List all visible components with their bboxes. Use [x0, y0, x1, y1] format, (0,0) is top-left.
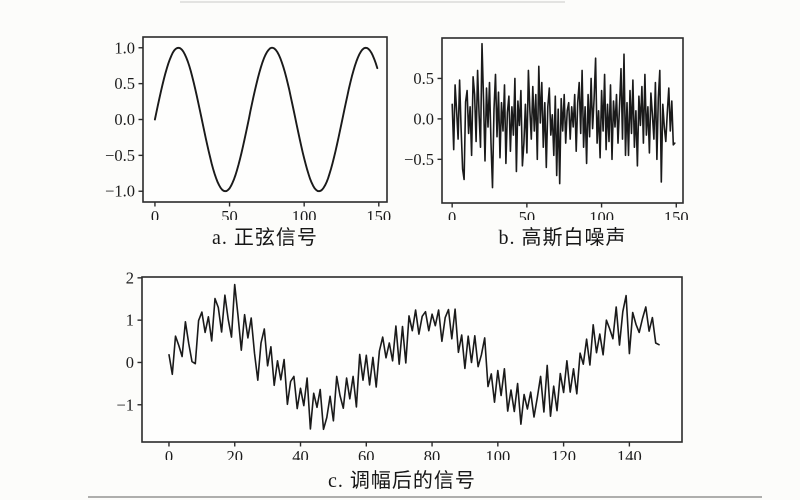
scan-artifact-bottom-line: [88, 496, 762, 498]
y-tick-label: 0.5: [114, 74, 135, 93]
chart-c-modulated-signal-plot: 0 20 40 60 80 100 120 140 2 1 0 −1: [116, 268, 683, 460]
signal-line: [168, 283, 660, 431]
x-tick-label: 0: [151, 207, 159, 220]
chart-c-caption: c. 调幅后的信号: [328, 470, 476, 492]
signal-line: [451, 42, 676, 189]
x-tick-label: 40: [292, 447, 309, 460]
x-tick-label: 150: [366, 207, 391, 220]
x-tick-label: 100: [589, 208, 614, 220]
y-tick-label: 0.0: [413, 109, 434, 128]
y-tick-label: 2: [126, 268, 134, 287]
y-tick-label: −1.0: [105, 182, 135, 201]
x-tick-label: 0: [165, 447, 173, 460]
chart-a-caption: a. 正弦信号: [212, 227, 318, 249]
y-tick-label: 0.0: [114, 110, 135, 129]
chart-b-gaussian-noise-plot: 0 50 100 150 0.5 0.0 −0.5: [404, 37, 689, 220]
x-tick-label: 140: [617, 447, 642, 460]
y-tick-label: 1: [126, 311, 134, 330]
y-tick-label: 0.5: [413, 69, 434, 88]
axes-frame: [142, 36, 388, 203]
x-tick-label: 0: [448, 208, 456, 220]
y-tick-label: 0: [126, 353, 134, 372]
x-tick-label: 100: [292, 207, 317, 220]
y-tick-label: −1: [116, 395, 134, 414]
x-tick-label: 50: [221, 207, 238, 220]
chart-b-caption: b. 高斯白噪声: [498, 227, 627, 249]
scan-artifact-top-line: [180, 1, 565, 3]
x-tick-label: 150: [664, 208, 689, 220]
chart-a-sine-signal-plot: 0 50 100 150 1.0 0.5 0.0 −0.5 −1.0: [105, 36, 391, 220]
signal-line: [153, 46, 379, 193]
x-tick-label: 50: [519, 208, 536, 220]
y-tick-label: 1.0: [114, 38, 135, 57]
x-tick-label: 100: [485, 447, 510, 460]
x-tick-label: 120: [551, 447, 576, 460]
axes-frame: [141, 276, 683, 443]
y-tick-label: −0.5: [105, 146, 135, 165]
x-tick-label: 80: [424, 447, 441, 460]
x-tick-label: 60: [358, 447, 375, 460]
x-tick-label: 20: [226, 447, 243, 460]
y-tick-label: −0.5: [404, 150, 434, 169]
